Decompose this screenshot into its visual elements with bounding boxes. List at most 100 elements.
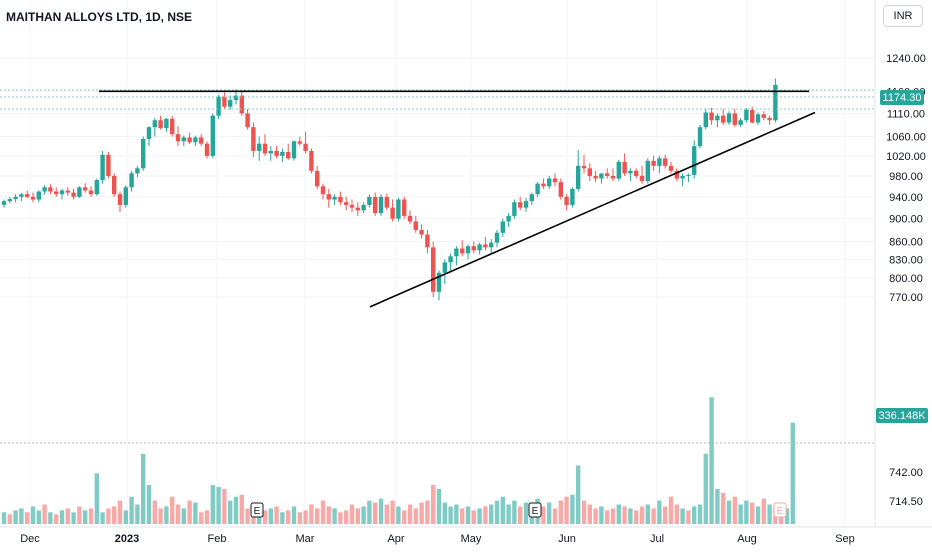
volume-bar — [199, 512, 204, 524]
candle — [738, 117, 743, 128]
time-tick-label: Aug — [737, 533, 757, 545]
volume-bar — [268, 508, 273, 524]
volume-bar — [262, 510, 268, 524]
candle-body — [709, 112, 714, 121]
candle-body — [146, 127, 152, 139]
volume-bar — [286, 510, 291, 524]
volume-bar — [187, 500, 192, 524]
candle — [692, 140, 697, 179]
candle-body — [77, 187, 82, 197]
price-tick-label: 860.00 — [889, 236, 923, 248]
candle — [761, 111, 766, 121]
candle — [419, 224, 424, 239]
volume-bar — [13, 510, 18, 524]
candle — [158, 115, 163, 130]
volume-badge-bg — [876, 408, 928, 423]
candle-body — [541, 183, 546, 187]
candle — [448, 253, 453, 271]
volume-bar — [628, 508, 633, 524]
candle-body — [373, 196, 378, 214]
volume-bar — [303, 510, 308, 524]
candle-body — [71, 192, 76, 197]
candle-body — [715, 115, 720, 121]
volume-bar — [94, 473, 99, 524]
price-tick-label: 770.00 — [889, 292, 923, 304]
candle-body — [529, 194, 534, 202]
volume-bars — [1, 397, 795, 524]
candle — [355, 202, 360, 216]
earnings-marker: E — [528, 502, 542, 518]
volume-bar — [158, 508, 163, 524]
candle-body — [506, 215, 511, 222]
candle — [286, 143, 291, 160]
volume-bar — [610, 508, 616, 524]
volume-bar — [315, 508, 320, 524]
candle — [407, 210, 413, 225]
candle-body — [402, 199, 407, 216]
earnings-marker: E — [773, 502, 787, 518]
candle-body — [425, 234, 430, 248]
candle-body — [141, 138, 146, 169]
candle — [193, 135, 198, 147]
candle-body — [94, 180, 99, 195]
volume-bar — [378, 498, 384, 524]
candle-body — [396, 199, 401, 219]
candle — [413, 215, 418, 233]
candle — [228, 95, 233, 110]
candle-body — [7, 198, 12, 202]
candle-body — [407, 215, 413, 222]
volume-bar — [309, 504, 314, 524]
candle — [552, 173, 558, 187]
candle-body — [483, 244, 488, 248]
volume-bar — [465, 506, 471, 524]
volume-bar — [112, 506, 117, 524]
volume-badge: 336.148K — [876, 408, 928, 423]
candle-body — [181, 137, 186, 142]
volume-bar — [1, 512, 7, 524]
candle — [622, 153, 627, 176]
candle-body — [674, 170, 679, 179]
candle-body — [199, 137, 204, 144]
candle — [483, 236, 488, 251]
candle — [628, 168, 633, 182]
candle-body — [436, 272, 442, 292]
volume-bar — [721, 492, 726, 524]
volume-bar — [471, 510, 476, 524]
currency-selector[interactable]: INR — [883, 5, 923, 27]
candle-body — [645, 160, 650, 182]
candle — [65, 187, 70, 196]
volume-bar — [344, 510, 349, 524]
candle — [181, 135, 186, 147]
candle-body — [668, 165, 674, 171]
candle-body — [42, 187, 47, 192]
volume-bar — [570, 494, 575, 524]
candle — [309, 148, 314, 174]
candle-body — [686, 174, 691, 176]
candle-body — [280, 151, 285, 156]
candle-body — [610, 175, 616, 179]
volume-bar — [668, 496, 674, 524]
volume-bar — [431, 485, 436, 524]
volume-bar — [326, 506, 331, 524]
candle-body — [355, 207, 360, 211]
candle-body — [164, 118, 169, 129]
volume-bar — [83, 510, 88, 524]
volume-bar — [767, 504, 772, 524]
volume-bar — [622, 506, 627, 524]
price-tick-label: 1240.00 — [886, 53, 926, 65]
price-tick-label: 1110.00 — [887, 108, 925, 120]
candle-body — [286, 151, 291, 159]
time-tick-label: Jun — [558, 533, 576, 545]
volume-bar — [413, 508, 418, 524]
volume-bar — [564, 496, 569, 524]
candle — [686, 173, 691, 183]
volume-bar — [228, 500, 233, 524]
volume-bar — [355, 508, 360, 524]
volume-bar — [274, 506, 279, 524]
candle-body — [518, 202, 523, 208]
candle-body — [535, 183, 540, 195]
candle-body — [297, 141, 302, 144]
candle-body — [454, 248, 459, 257]
volume-bar — [715, 488, 720, 524]
